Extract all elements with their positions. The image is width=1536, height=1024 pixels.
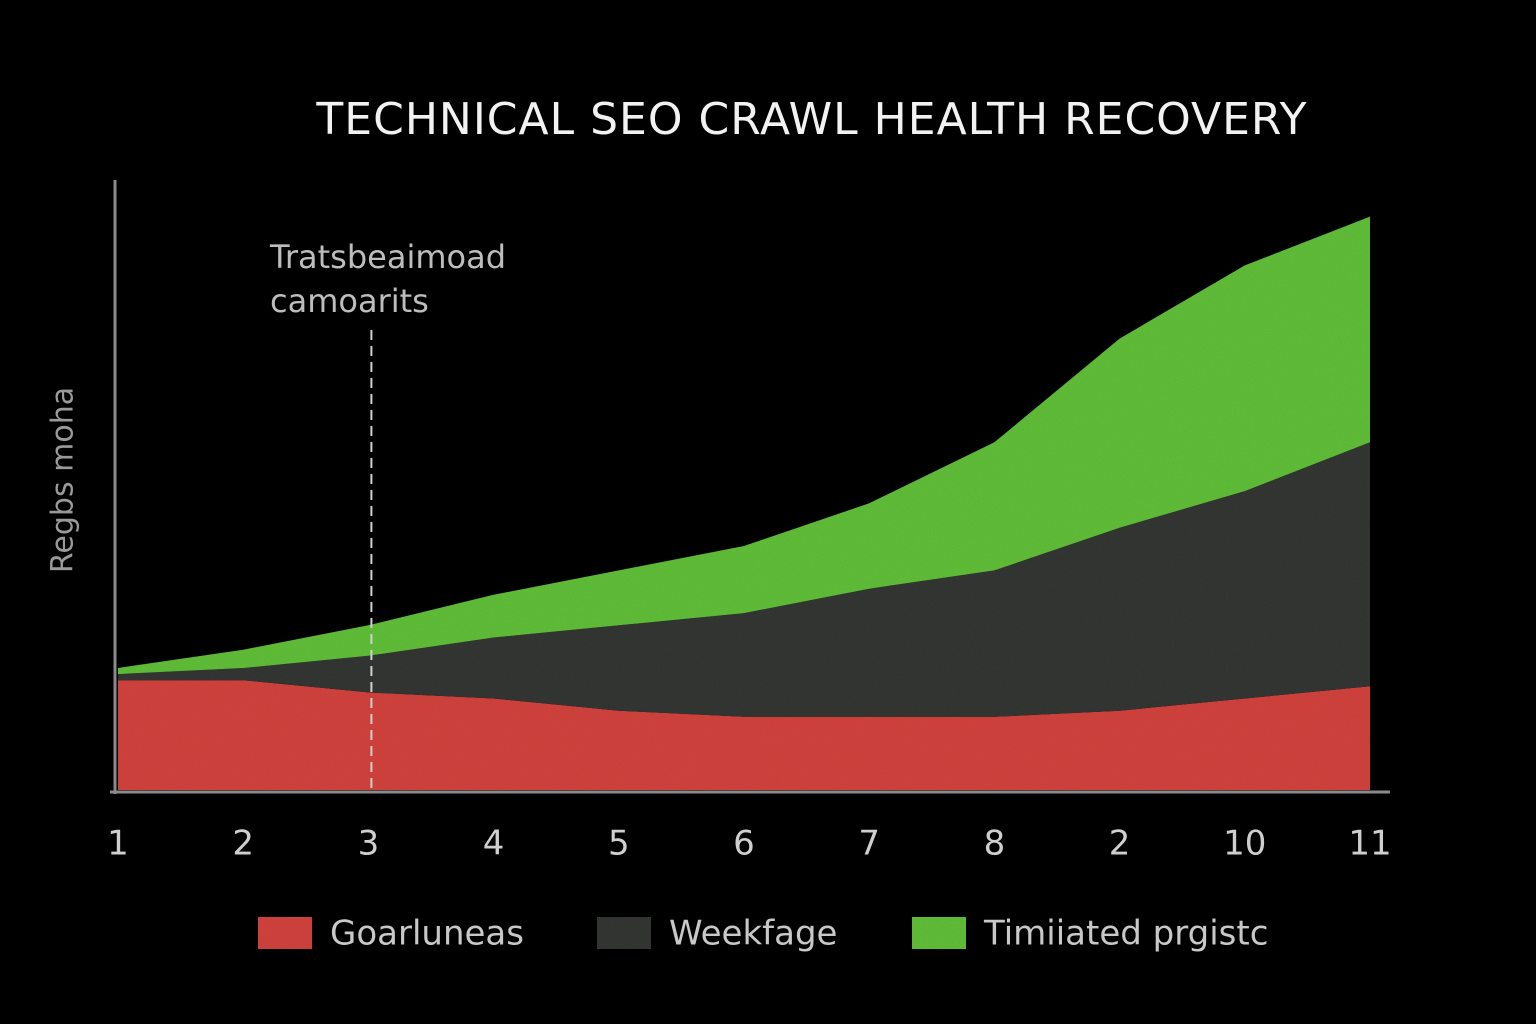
y-axis-label: Regbs moha: [46, 387, 81, 573]
x-tick-label: 11: [1348, 824, 1391, 864]
x-tick-label: 2: [1109, 824, 1131, 864]
legend-swatch: [258, 917, 312, 949]
legend-label: Timiiated prgistc: [983, 914, 1268, 954]
x-tick-label: 3: [358, 824, 380, 864]
x-tick-label: 1: [107, 824, 129, 864]
x-tick-label: 4: [483, 824, 505, 864]
legend-label: Goarluneas: [330, 914, 524, 954]
annotation-text: camoarits: [270, 282, 429, 320]
plot-area: [118, 216, 1370, 790]
x-tick-label: 8: [984, 824, 1006, 864]
legend-swatch: [597, 917, 651, 949]
x-tick-label: 6: [733, 824, 755, 864]
legend-swatch: [912, 917, 966, 949]
legend-label: Weekfage: [669, 914, 837, 954]
annotation-text: Tratsbeaimoad: [269, 238, 506, 276]
area: [118, 442, 1370, 717]
x-tick-label: 10: [1223, 824, 1266, 864]
x-tick-label: 7: [858, 824, 880, 864]
x-tick-label: 2: [232, 824, 254, 864]
x-tick-label: 5: [608, 824, 630, 864]
chart-title: TECHNICAL SEO CRAWL HEALTH RECOVERY: [315, 94, 1307, 145]
area: [118, 680, 1370, 790]
area: [118, 216, 1370, 675]
